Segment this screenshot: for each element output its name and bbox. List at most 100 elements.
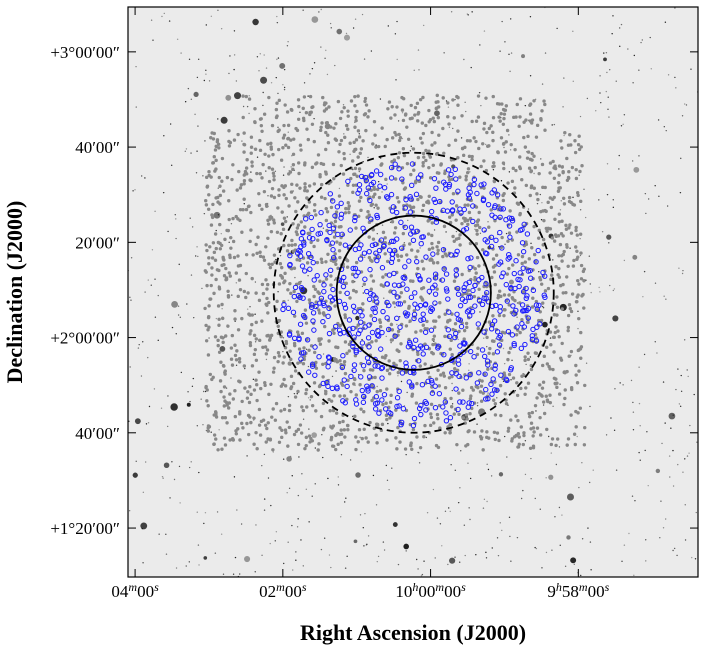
star xyxy=(534,497,536,500)
selected-source xyxy=(389,238,395,245)
catalog-source xyxy=(312,209,317,213)
catalog-source xyxy=(322,109,327,113)
selected-source xyxy=(412,337,419,343)
star xyxy=(418,462,421,464)
catalog-source xyxy=(565,443,569,447)
selected-source xyxy=(542,294,548,301)
catalog-source xyxy=(395,195,400,200)
star xyxy=(334,64,336,67)
selected-source xyxy=(474,380,481,386)
catalog-source xyxy=(403,186,408,190)
catalog-source xyxy=(338,116,343,121)
catalog-source xyxy=(518,115,522,119)
catalog-source xyxy=(269,229,274,234)
selected-source xyxy=(467,313,473,319)
star xyxy=(198,564,200,566)
catalog-source xyxy=(510,437,514,441)
catalog-source xyxy=(270,415,274,419)
selected-source xyxy=(396,388,402,395)
star xyxy=(286,45,289,47)
catalog-source xyxy=(495,102,500,106)
star xyxy=(541,83,544,85)
catalog-source xyxy=(358,383,362,387)
star xyxy=(449,557,456,564)
catalog-source xyxy=(337,420,342,425)
selected-source xyxy=(480,196,487,202)
selected-source xyxy=(426,277,432,283)
catalog-source xyxy=(338,290,342,295)
catalog-source xyxy=(284,339,288,344)
catalog-source xyxy=(557,334,561,339)
catalog-source xyxy=(245,421,249,426)
catalog-source xyxy=(268,437,273,441)
catalog-source xyxy=(464,444,468,448)
selected-source xyxy=(358,374,364,380)
catalog-source xyxy=(227,401,232,405)
star xyxy=(413,69,415,72)
selected-source xyxy=(351,334,357,340)
star xyxy=(618,168,620,170)
selected-source xyxy=(358,319,364,325)
star xyxy=(521,54,526,59)
star xyxy=(468,507,470,509)
catalog-source xyxy=(546,399,550,404)
selected-source xyxy=(432,291,439,297)
catalog-source xyxy=(349,99,354,103)
star xyxy=(346,555,348,557)
catalog-source xyxy=(359,195,363,200)
selected-source xyxy=(485,201,492,208)
catalog-source xyxy=(477,210,481,215)
catalog-source xyxy=(384,413,389,418)
catalog-source xyxy=(415,381,419,386)
catalog-source xyxy=(290,182,294,186)
catalog-source xyxy=(292,266,297,270)
selected-source xyxy=(482,353,488,360)
catalog-source xyxy=(265,296,269,301)
catalog-source xyxy=(480,379,484,383)
selected-source xyxy=(455,357,461,363)
star xyxy=(632,429,635,431)
catalog-source xyxy=(321,362,325,366)
catalog-source xyxy=(371,227,375,232)
star xyxy=(644,192,647,195)
star xyxy=(388,488,390,491)
selected-source xyxy=(418,402,424,409)
selected-source xyxy=(476,370,482,376)
selected-source xyxy=(352,265,359,272)
catalog-source xyxy=(296,361,300,365)
catalog-source xyxy=(557,173,561,177)
catalog-source xyxy=(409,172,413,177)
catalog-source xyxy=(211,137,216,141)
star xyxy=(432,488,435,491)
catalog-source xyxy=(255,383,259,387)
star xyxy=(190,461,192,463)
star xyxy=(396,20,398,23)
catalog-source xyxy=(476,115,481,119)
catalog-source xyxy=(464,413,469,417)
selected-source xyxy=(379,329,385,336)
star xyxy=(376,560,378,563)
catalog-source xyxy=(210,256,215,260)
catalog-source xyxy=(535,396,539,400)
catalog-source xyxy=(402,153,407,158)
selected-source xyxy=(520,265,526,271)
catalog-source xyxy=(284,431,288,435)
catalog-source xyxy=(240,399,244,404)
star xyxy=(544,52,547,54)
catalog-source xyxy=(579,199,583,204)
star xyxy=(606,193,609,196)
star xyxy=(291,155,293,157)
catalog-source xyxy=(546,286,551,291)
catalog-source xyxy=(432,421,436,425)
catalog-source xyxy=(471,388,475,392)
catalog-source xyxy=(320,121,324,125)
star xyxy=(188,58,191,61)
star xyxy=(524,440,527,442)
selected-source xyxy=(318,209,324,216)
selected-source xyxy=(503,376,509,383)
catalog-source xyxy=(541,301,545,305)
star xyxy=(342,104,345,106)
catalog-source xyxy=(283,271,287,276)
catalog-source xyxy=(285,420,289,424)
catalog-source xyxy=(296,427,301,432)
